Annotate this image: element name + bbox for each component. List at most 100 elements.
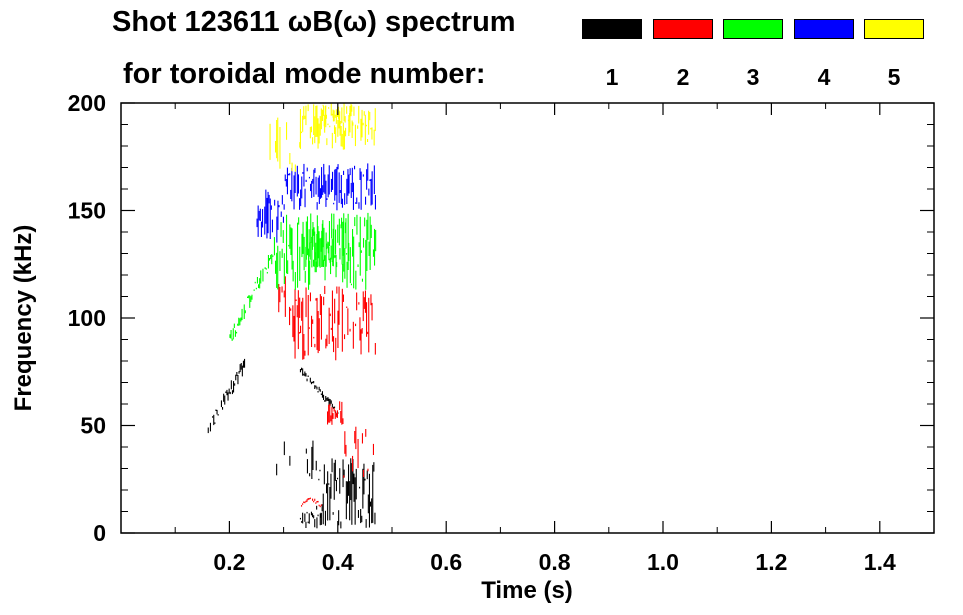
spectral-streak [332, 228, 334, 267]
spectral-streak [306, 459, 308, 474]
spectral-streak [260, 270, 262, 284]
spectral-streak [262, 268, 264, 282]
spectral-streak [309, 292, 311, 302]
spectral-streak [324, 174, 326, 194]
spectral-streak [311, 315, 313, 347]
spectral-streak [311, 446, 313, 479]
spectral-streak [332, 260, 334, 266]
spectral-streak [321, 167, 323, 198]
spectral-streak [293, 175, 295, 210]
spectral-streak [314, 116, 316, 144]
spectral-streak [347, 119, 349, 122]
series-mode-3 [229, 212, 377, 341]
spectral-streak [286, 214, 288, 274]
spectral-streak [304, 371, 306, 377]
spectral-streak [217, 414, 219, 416]
spectral-streak [346, 178, 348, 204]
spectral-streak [341, 222, 343, 265]
spectral-streak [315, 242, 317, 261]
spectral-streak [259, 278, 261, 289]
spectral-streak [233, 323, 235, 328]
spectral-streak [298, 217, 300, 225]
spectral-streak [250, 296, 252, 302]
spectral-streak [336, 114, 338, 117]
spectral-streak [312, 381, 314, 384]
spectral-streak [362, 468, 364, 509]
y-tick-label: 200 [68, 90, 106, 116]
spectral-streak [308, 229, 310, 257]
spectral-streak [299, 142, 301, 148]
spectral-streak [305, 500, 307, 503]
spectral-streak [340, 120, 342, 125]
spectral-streak [266, 272, 268, 274]
spectral-streak [362, 291, 364, 322]
spectral-streak [278, 205, 280, 208]
spectral-streak [339, 111, 341, 125]
spectral-streak [327, 397, 329, 401]
spectral-streak [354, 124, 356, 147]
spectral-streak [305, 246, 307, 267]
spectral-streak [312, 137, 314, 145]
spectral-streak [338, 106, 340, 119]
spectral-streak [303, 501, 305, 503]
spectral-streak [364, 114, 366, 145]
spectral-streak [357, 510, 359, 518]
spectral-streak [316, 505, 318, 510]
spectral-streak [365, 519, 367, 528]
spectral-streak [331, 238, 333, 262]
spectral-streak [254, 281, 256, 284]
spectral-streak [227, 392, 229, 401]
spectral-streak [259, 208, 261, 221]
legend-label-mode-2: 2 [676, 64, 690, 90]
spectral-streak [289, 153, 291, 165]
spectral-streak [350, 283, 352, 286]
spectral-streak [207, 427, 209, 434]
spectral-streak [353, 473, 355, 502]
spectral-streak [361, 278, 363, 282]
spectral-streak [352, 459, 354, 485]
spectral-streak [269, 258, 271, 261]
spectral-streak [267, 255, 269, 269]
legend-swatch-mode-5 [864, 19, 924, 39]
spectral-streak [312, 440, 314, 470]
spectral-streak [319, 188, 321, 199]
spectral-streak [302, 297, 304, 360]
spectral-streak [256, 277, 258, 284]
spectral-streak [294, 272, 296, 290]
spectral-streak [344, 116, 346, 123]
spectral-streak [368, 110, 370, 135]
spectral-streak [308, 176, 310, 179]
spectral-streak [341, 198, 343, 208]
spectral-streak [239, 318, 241, 326]
spectral-streak [301, 505, 303, 507]
spectral-streak [330, 178, 332, 192]
spectral-streak [343, 103, 345, 122]
spectral-streak [359, 216, 361, 276]
spectral-streak [342, 418, 344, 424]
spectral-streak [338, 110, 340, 129]
spectral-streak [290, 227, 292, 255]
spectral-streak [216, 409, 218, 415]
spectral-streak [269, 198, 271, 239]
spectral-streak [294, 288, 296, 359]
spectral-streak [365, 239, 367, 290]
spectral-streak [320, 296, 322, 340]
spectral-streak [291, 228, 293, 270]
spectral-streak [320, 512, 322, 518]
spectral-streak [315, 105, 317, 137]
spectral-streak [302, 221, 304, 254]
spectral-streak [289, 173, 291, 176]
spectral-streak [346, 106, 348, 114]
spectral-streak [304, 270, 306, 283]
spectral-streak [298, 332, 300, 334]
spectral-streak [324, 106, 326, 125]
spectral-streak [325, 232, 327, 267]
spectral-streak [342, 459, 344, 488]
spectral-streak [302, 115, 304, 132]
spectral-streak [317, 391, 319, 393]
spectral-streak [338, 218, 340, 246]
spectral-streak [366, 470, 368, 480]
spectral-streak [310, 213, 312, 243]
spectral-streak [368, 241, 370, 256]
spectral-streak [350, 104, 352, 117]
